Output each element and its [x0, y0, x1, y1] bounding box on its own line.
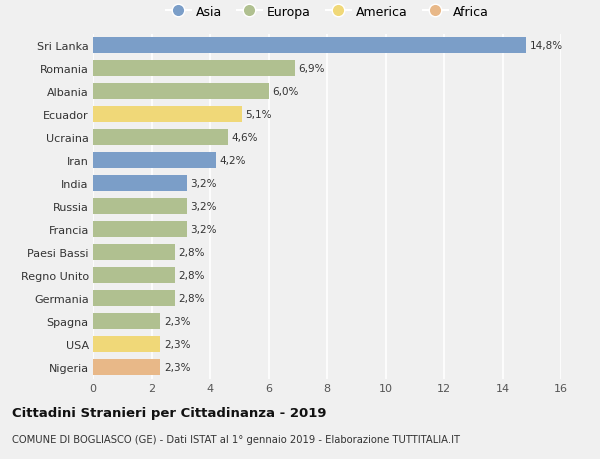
- Bar: [93, 152, 216, 168]
- Legend: Asia, Europa, America, Africa: Asia, Europa, America, Africa: [163, 3, 491, 21]
- Text: 3,2%: 3,2%: [190, 202, 217, 212]
- Text: 3,2%: 3,2%: [190, 179, 217, 189]
- Bar: [93, 130, 227, 146]
- Bar: [93, 175, 187, 191]
- Text: 4,6%: 4,6%: [231, 133, 257, 143]
- Bar: [93, 38, 526, 54]
- Bar: [93, 84, 269, 100]
- Text: 2,8%: 2,8%: [178, 293, 205, 303]
- Bar: [93, 198, 187, 214]
- Bar: [93, 61, 295, 77]
- Text: 2,3%: 2,3%: [164, 362, 190, 372]
- Text: 6,9%: 6,9%: [298, 64, 325, 74]
- Bar: [93, 336, 160, 353]
- Bar: [93, 291, 175, 307]
- Bar: [93, 107, 242, 123]
- Text: 2,3%: 2,3%: [164, 316, 190, 326]
- Bar: [93, 244, 175, 260]
- Text: Cittadini Stranieri per Cittadinanza - 2019: Cittadini Stranieri per Cittadinanza - 2…: [12, 406, 326, 419]
- Bar: [93, 222, 187, 237]
- Text: 2,3%: 2,3%: [164, 339, 190, 349]
- Text: 2,8%: 2,8%: [178, 247, 205, 257]
- Text: 4,2%: 4,2%: [220, 156, 246, 166]
- Bar: [93, 313, 160, 330]
- Text: 14,8%: 14,8%: [529, 41, 563, 51]
- Text: 3,2%: 3,2%: [190, 224, 217, 235]
- Text: 5,1%: 5,1%: [245, 110, 272, 120]
- Text: 6,0%: 6,0%: [272, 87, 298, 97]
- Text: 2,8%: 2,8%: [178, 270, 205, 280]
- Text: COMUNE DI BOGLIASCO (GE) - Dati ISTAT al 1° gennaio 2019 - Elaborazione TUTTITAL: COMUNE DI BOGLIASCO (GE) - Dati ISTAT al…: [12, 434, 460, 444]
- Bar: [93, 359, 160, 375]
- Bar: [93, 267, 175, 283]
